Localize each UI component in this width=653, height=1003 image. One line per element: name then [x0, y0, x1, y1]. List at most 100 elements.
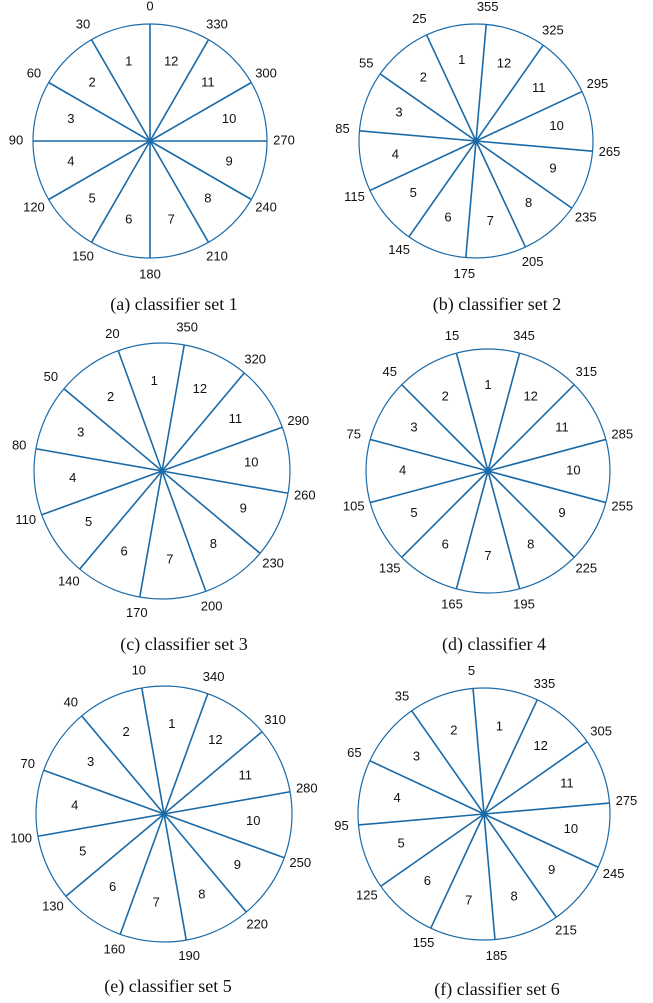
- boundary-spoke: [379, 73, 477, 142]
- sector-label: 4: [71, 798, 78, 813]
- boundary-spoke: [161, 470, 289, 495]
- angle-label: 180: [139, 266, 161, 281]
- angle-label: 0: [146, 0, 153, 13]
- sector-label: 6: [444, 209, 451, 224]
- angle-label: 235: [575, 209, 597, 224]
- boundary-spoke: [163, 731, 263, 815]
- boundary-spoke: [475, 90, 583, 142]
- angle-label: 85: [335, 121, 349, 136]
- angle-label: 265: [599, 144, 621, 159]
- sector-label: 7: [166, 552, 173, 567]
- sector-label: 11: [555, 420, 569, 435]
- boundary-spoke: [487, 470, 521, 590]
- boundary-spoke: [465, 140, 477, 258]
- angle-label: 325: [542, 23, 564, 38]
- boundary-spoke: [369, 760, 485, 815]
- boundary-spoke: [483, 813, 599, 868]
- angle-label: 50: [44, 369, 58, 384]
- sector-label: 11: [201, 75, 215, 90]
- boundary-spoke: [117, 350, 163, 472]
- boundary-spoke: [483, 699, 538, 815]
- sector-label: 9: [240, 500, 247, 515]
- boundary-spoke: [119, 813, 165, 935]
- sector-label: 1: [458, 52, 465, 67]
- angle-label: 35: [395, 688, 409, 703]
- boundary-spoke: [487, 470, 575, 558]
- sector-label: 2: [88, 75, 95, 90]
- angle-label: 100: [10, 831, 32, 846]
- angle-label: 90: [9, 132, 23, 147]
- sector-label: 1: [496, 719, 503, 734]
- boundary-spoke: [149, 39, 210, 142]
- boundary-spoke: [369, 438, 489, 472]
- boundary-spoke: [483, 813, 496, 940]
- panel-caption: (d) classifier 4: [442, 634, 546, 655]
- sector-label: 9: [558, 505, 565, 520]
- angle-label: 5: [468, 663, 475, 678]
- angle-label: 45: [382, 364, 396, 379]
- angle-label: 65: [347, 745, 361, 760]
- boundary-spoke: [487, 352, 521, 472]
- boundary-spoke: [163, 693, 209, 815]
- outer-circle: [358, 23, 594, 259]
- boundary-spoke: [475, 140, 527, 248]
- angle-label: 165: [441, 597, 463, 612]
- angle-label: 205: [522, 254, 544, 269]
- boundary-spoke: [41, 470, 163, 516]
- panel-caption: (c) classifier set 3: [120, 634, 247, 655]
- boundary-spoke: [425, 34, 477, 142]
- boundary-spoke: [487, 384, 575, 472]
- sector-label: 7: [153, 895, 160, 910]
- boundary-spoke: [81, 715, 165, 815]
- sector-label: 10: [564, 821, 578, 836]
- angle-label: 245: [603, 866, 625, 881]
- sector-label: 7: [487, 213, 494, 228]
- angle-label: 255: [611, 498, 633, 513]
- sector-label: 7: [168, 212, 175, 227]
- angle-label: 115: [344, 189, 365, 204]
- angle-label: 315: [575, 364, 597, 379]
- angle-label: 55: [359, 56, 373, 71]
- sector-label: 1: [484, 377, 491, 392]
- boundary-spoke: [487, 438, 607, 472]
- boundary-spoke: [138, 470, 163, 598]
- boundary-spoke: [411, 710, 485, 815]
- sector-label: 12: [523, 388, 537, 403]
- angle-label: 110: [15, 512, 36, 527]
- angle-label: 190: [178, 948, 200, 963]
- sector-label: 5: [410, 185, 417, 200]
- angle-label: 220: [246, 917, 268, 932]
- angle-label: 275: [616, 793, 638, 808]
- sector-label: 12: [208, 732, 222, 747]
- angle-label: 75: [347, 426, 361, 441]
- sector-label: 3: [67, 111, 74, 126]
- angle-label: 230: [262, 556, 284, 571]
- boundary-spoke: [149, 81, 252, 142]
- sector-label: 11: [532, 80, 546, 95]
- sector-label: 10: [549, 118, 563, 133]
- sector-label: 8: [204, 190, 211, 205]
- sector-label: 12: [193, 381, 207, 396]
- sector-label: 6: [125, 212, 132, 227]
- sector-label: 2: [107, 389, 114, 404]
- angle-label: 175: [453, 266, 475, 281]
- sector-label: 1: [151, 373, 158, 388]
- sector-label: 12: [164, 53, 178, 68]
- angle-label: 280: [296, 780, 318, 795]
- angle-label: 145: [388, 242, 410, 257]
- boundary-spoke: [369, 470, 489, 504]
- sector-label: 2: [442, 388, 449, 403]
- sector-label: 12: [533, 738, 547, 753]
- boundary-spoke: [140, 687, 165, 815]
- boundary-spoke: [475, 140, 593, 152]
- angle-label: 210: [206, 248, 228, 263]
- angle-label: 310: [264, 712, 286, 727]
- angle-label: 320: [244, 351, 266, 366]
- angle-label: 20: [105, 326, 119, 341]
- sector-label: 11: [238, 768, 252, 783]
- angle-label: 140: [58, 574, 80, 589]
- sector-label: 5: [88, 190, 95, 205]
